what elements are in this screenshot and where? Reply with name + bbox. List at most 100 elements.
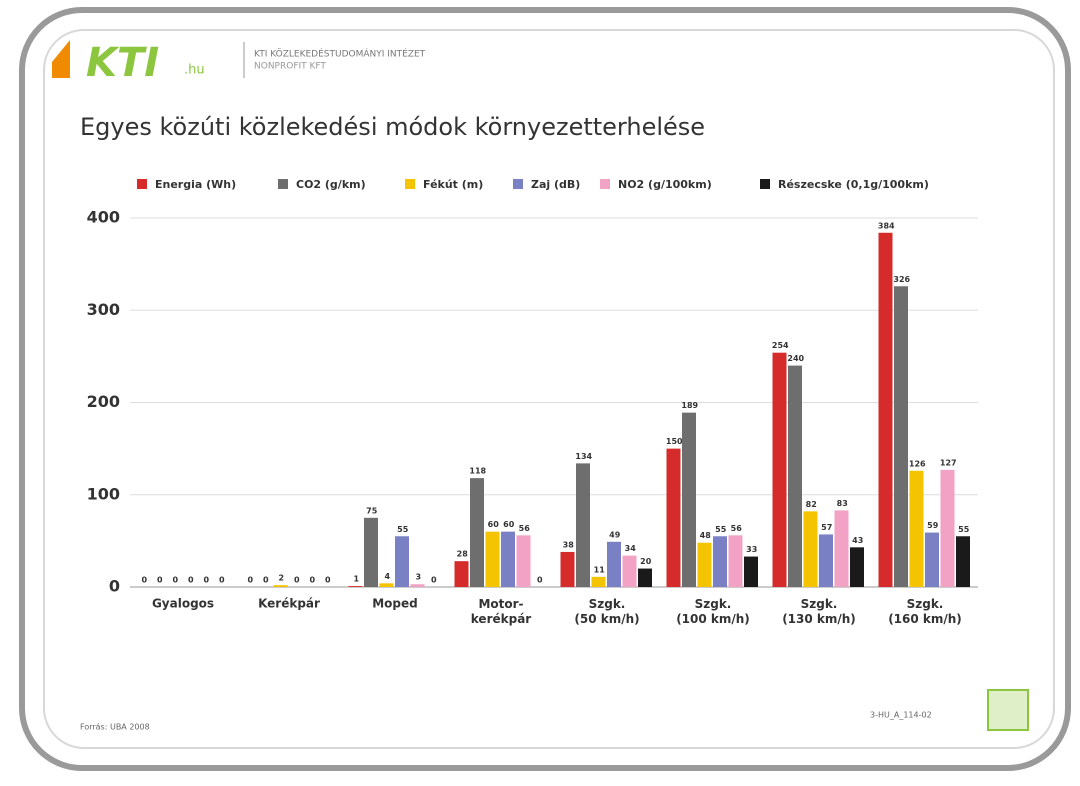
value-label: 56 bbox=[519, 524, 531, 533]
value-label: 134 bbox=[575, 452, 592, 461]
legend-swatch bbox=[278, 179, 288, 189]
bar bbox=[379, 583, 394, 587]
value-label: 0 bbox=[157, 576, 163, 585]
bar bbox=[878, 232, 893, 587]
value-label: 0 bbox=[141, 576, 147, 585]
legend-label: Energia (Wh) bbox=[155, 178, 236, 191]
x-tick-label: Kerékpár bbox=[258, 597, 320, 611]
bar bbox=[591, 576, 606, 587]
value-label: 118 bbox=[469, 467, 486, 476]
bar bbox=[470, 478, 484, 587]
value-label: 0 bbox=[294, 576, 300, 585]
legend-label: CO2 (g/km) bbox=[296, 178, 366, 191]
bar bbox=[728, 535, 743, 587]
value-label: 55 bbox=[715, 525, 727, 534]
value-label: 11 bbox=[594, 565, 606, 574]
value-label: 33 bbox=[746, 545, 757, 554]
value-label: 254 bbox=[772, 341, 789, 350]
logo-suffix: .hu bbox=[184, 63, 205, 78]
value-label: 0 bbox=[431, 576, 437, 585]
value-label: 0 bbox=[309, 576, 315, 585]
bar bbox=[772, 352, 787, 587]
legend-label: Fékút (m) bbox=[423, 178, 483, 191]
logo: KTI bbox=[86, 40, 159, 86]
logo-mark bbox=[52, 40, 70, 78]
bar bbox=[940, 469, 955, 587]
x-tick-label: Szgk. (130 km/h) bbox=[782, 597, 856, 626]
bar bbox=[501, 531, 515, 587]
bar bbox=[560, 551, 575, 587]
bar bbox=[682, 412, 696, 587]
institute: KTI KÖZLEKEDÉSTUDOMÁNYI INTÉZET bbox=[254, 48, 426, 60]
value-label: 1 bbox=[353, 575, 359, 584]
value-label: 60 bbox=[503, 520, 515, 529]
x-tick-label: Szgk. (160 km/h) bbox=[888, 597, 962, 626]
bar bbox=[894, 286, 908, 587]
value-label: 2 bbox=[278, 574, 284, 583]
bar bbox=[697, 542, 712, 587]
y-tick-label: 100 bbox=[87, 484, 120, 503]
corner-box bbox=[987, 689, 1029, 731]
y-tick-label: 300 bbox=[87, 300, 120, 319]
bar bbox=[713, 536, 727, 587]
value-label: 0 bbox=[325, 576, 331, 585]
bar bbox=[956, 536, 970, 587]
value-label: 56 bbox=[731, 524, 743, 533]
value-label: 38 bbox=[563, 540, 575, 549]
value-label: 83 bbox=[837, 499, 848, 508]
legend-swatch bbox=[600, 179, 610, 189]
value-label: 75 bbox=[366, 506, 378, 515]
bar bbox=[638, 568, 652, 587]
bar bbox=[410, 584, 425, 587]
bar bbox=[909, 470, 924, 587]
bar bbox=[395, 536, 409, 587]
value-label: 4 bbox=[384, 572, 390, 581]
value-label: 55 bbox=[397, 525, 409, 534]
value-label: 0 bbox=[203, 576, 209, 585]
value-label: 240 bbox=[787, 354, 804, 363]
y-tick-label: 0 bbox=[109, 577, 120, 596]
x-tick-label: Moped bbox=[372, 597, 418, 611]
legend-swatch bbox=[513, 179, 523, 189]
legend-swatch bbox=[137, 179, 147, 189]
legend-swatch bbox=[760, 179, 770, 189]
value-label: 34 bbox=[625, 544, 637, 553]
bar bbox=[454, 561, 469, 587]
x-tick-label: Motor-kerékpár bbox=[471, 597, 532, 626]
bar bbox=[622, 555, 637, 587]
bar bbox=[744, 556, 758, 587]
bar bbox=[516, 535, 531, 587]
legend-label: Zaj (dB) bbox=[531, 178, 580, 191]
value-label: 126 bbox=[909, 459, 926, 468]
bar bbox=[819, 534, 833, 587]
value-label: 59 bbox=[927, 521, 939, 530]
bar bbox=[485, 531, 500, 587]
bar bbox=[834, 510, 849, 587]
value-label: 3 bbox=[415, 573, 421, 582]
source: Forrás: UBA 2008 bbox=[80, 723, 150, 732]
value-label: 43 bbox=[852, 536, 863, 545]
value-label: 57 bbox=[821, 523, 832, 532]
value-label: 189 bbox=[681, 401, 698, 410]
institute-sub: NONPROFIT KFT bbox=[254, 62, 326, 72]
value-label: 48 bbox=[700, 531, 712, 540]
legend-label: Részecske (0,1g/100km) bbox=[778, 178, 929, 191]
bar bbox=[607, 541, 621, 587]
value-label: 60 bbox=[488, 520, 500, 529]
bar bbox=[788, 365, 802, 587]
bar bbox=[364, 517, 378, 587]
bar bbox=[925, 532, 939, 587]
bar bbox=[273, 585, 288, 587]
value-label: 150 bbox=[666, 437, 683, 446]
value-label: 55 bbox=[958, 525, 970, 534]
bar bbox=[666, 448, 681, 587]
x-tick-label: Szgk. (50 km/h) bbox=[574, 597, 639, 626]
value-label: 0 bbox=[188, 576, 194, 585]
value-label: 0 bbox=[219, 576, 225, 585]
legend-swatch bbox=[405, 179, 415, 189]
slide-code: 3-HU_A_114-02 bbox=[870, 711, 932, 720]
y-tick-label: 400 bbox=[87, 208, 120, 227]
y-tick-label: 200 bbox=[87, 392, 120, 411]
bar bbox=[850, 547, 864, 587]
